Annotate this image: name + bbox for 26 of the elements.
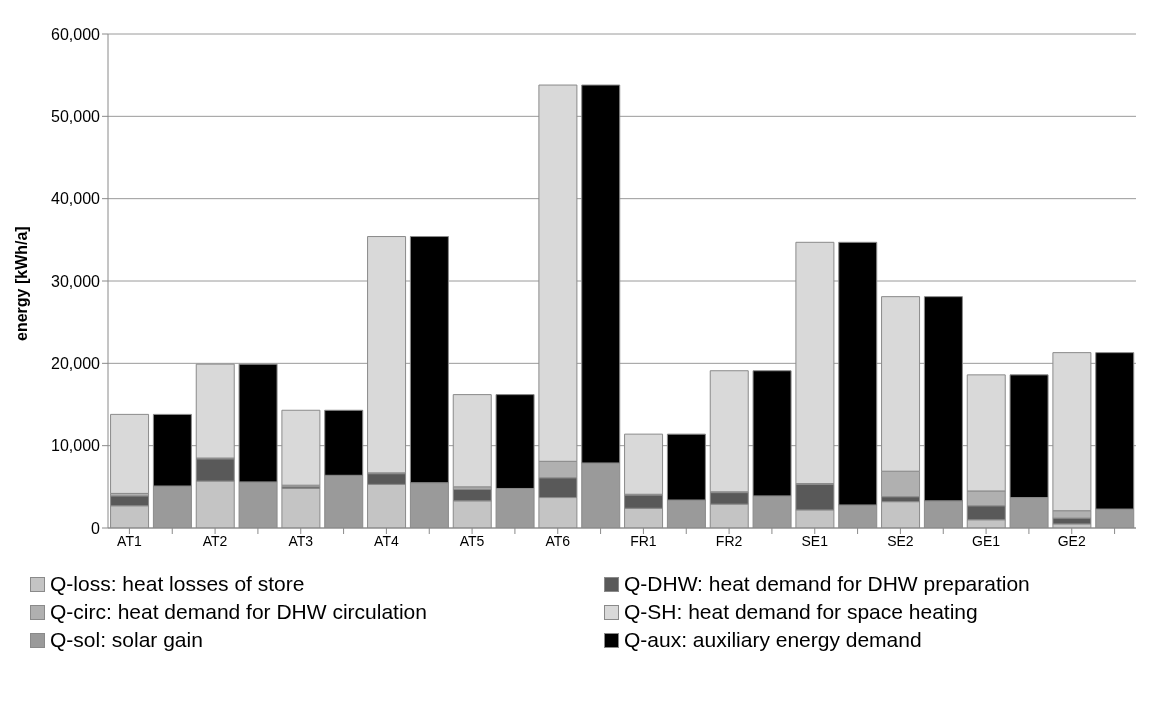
legend-label: Q-circ: heat demand for DHW circulation [50,600,427,624]
x-tick-label: AT2 [202,532,228,549]
x-tick-label: AT1 [117,532,142,549]
y-tick-label: 50,000 [51,108,101,126]
legend-label: Q-aux: auxiliary energy demand [624,628,922,652]
x-tick-label: FR1 [630,532,657,549]
legend-label: Q-SH: heat demand for space heating [624,600,978,624]
y-tick-label: 20,000 [51,355,101,373]
x-tick-label: SE1 [801,532,829,549]
y-tick-label: 10,000 [51,437,101,455]
x-tick-label: AT4 [374,532,399,549]
x-tick-label: GE2 [1057,532,1086,549]
y-axis-title: energy [kWh/a] [12,226,30,341]
x-tick-label: AT6 [545,532,571,549]
x-tick-label: AT3 [288,532,314,549]
x-tick-label: GE1 [972,532,1001,549]
y-tick-label: 40,000 [51,190,101,208]
legend-label: Q-DHW: heat demand for DHW preparation [624,572,1030,596]
x-tick-label: FR2 [715,532,743,549]
legend-label: Q-loss: heat losses of store [50,572,305,596]
x-tick-label: SE2 [887,532,914,549]
y-tick-label: 0 [91,519,101,537]
y-tick-label: 30,000 [51,272,101,290]
x-tick-label: AT5 [459,532,485,549]
y-tick-label: 60,000 [51,25,101,43]
legend-label: Q-sol: solar gain [50,628,203,652]
